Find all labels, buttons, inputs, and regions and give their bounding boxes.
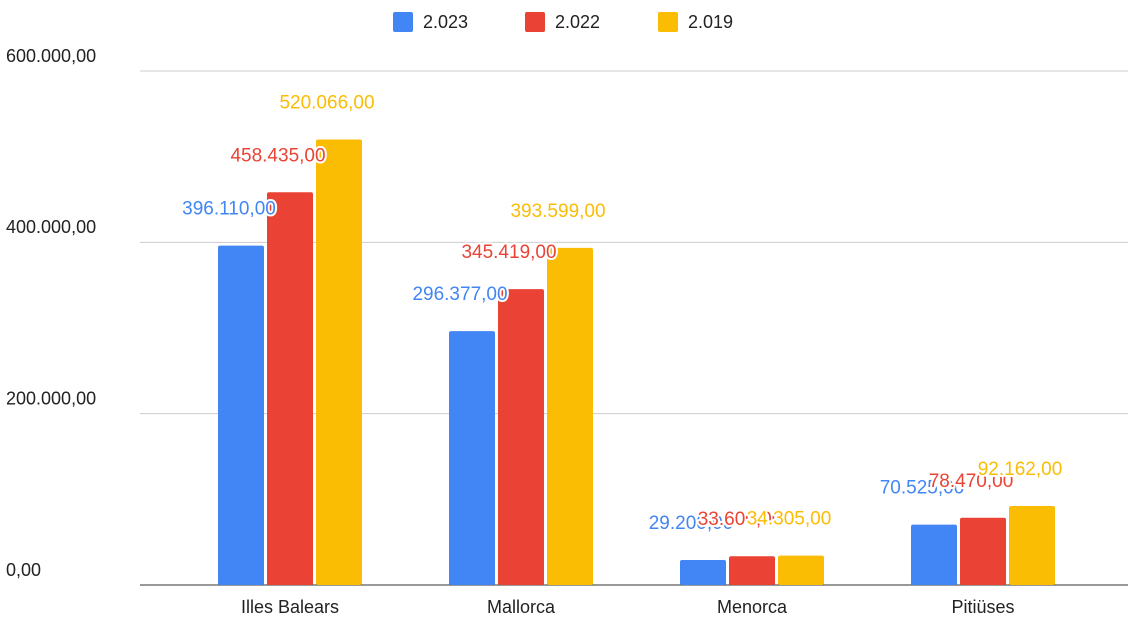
legend-label: 2.019 bbox=[688, 12, 733, 32]
data-label: 92.162,00 bbox=[978, 459, 1063, 480]
data-label: 29.200,00 bbox=[649, 513, 734, 534]
y-tick-label: 600.000,00 bbox=[6, 46, 96, 66]
legend-label: 2.022 bbox=[555, 12, 600, 32]
data-label: 70.525,00 bbox=[880, 478, 965, 499]
bar bbox=[680, 559, 726, 585]
legend-swatch bbox=[393, 12, 413, 32]
bar bbox=[778, 555, 824, 585]
data-label: 34.305,00 bbox=[747, 509, 832, 530]
bar bbox=[218, 245, 264, 585]
bar bbox=[449, 331, 495, 585]
x-tick-label: Menorca bbox=[717, 597, 788, 617]
data-label: 520.066,00 bbox=[279, 92, 374, 113]
y-tick-label: 400.000,00 bbox=[6, 217, 96, 237]
legend-label: 2.023 bbox=[423, 12, 468, 32]
bar bbox=[267, 192, 313, 585]
data-label: 458.435,00 bbox=[230, 145, 325, 166]
y-tick-label: 0,00 bbox=[6, 560, 41, 580]
y-tick-label: 200.000,00 bbox=[6, 388, 96, 408]
bar bbox=[729, 556, 775, 585]
bar bbox=[911, 524, 957, 585]
legend-swatch bbox=[525, 12, 545, 32]
legend-swatch bbox=[658, 12, 678, 32]
data-label: 296.377,00 bbox=[412, 284, 507, 305]
x-tick-label: Illes Balears bbox=[241, 597, 339, 617]
data-label: 396.110,00 bbox=[182, 199, 276, 220]
data-label: 393.599,00 bbox=[510, 201, 605, 222]
data-label: 78.470,00 bbox=[929, 471, 1014, 492]
x-tick-label: Mallorca bbox=[487, 597, 556, 617]
bar bbox=[1009, 506, 1055, 585]
data-label: 345.419,00 bbox=[461, 242, 556, 263]
data-label: 33.600,00 bbox=[698, 509, 783, 530]
bar bbox=[960, 517, 1006, 585]
bar bbox=[316, 139, 362, 585]
x-tick-label: Pitiüses bbox=[951, 597, 1014, 617]
bar bbox=[547, 247, 593, 585]
bar bbox=[498, 289, 544, 585]
